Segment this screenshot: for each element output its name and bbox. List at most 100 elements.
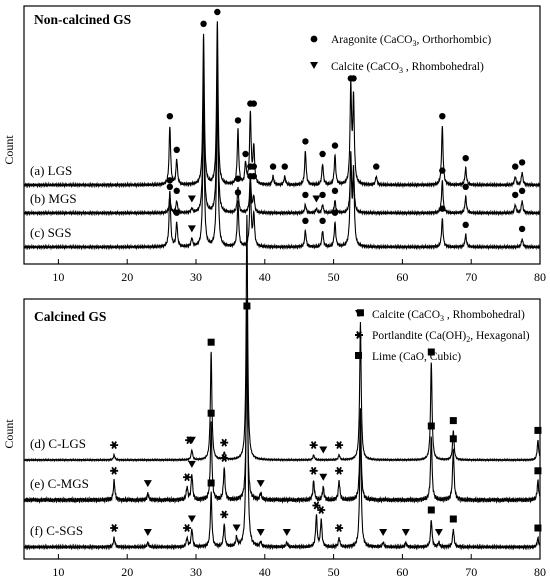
- x-axis-ticks: 10 20 30 40 50 60 70 80: [52, 554, 546, 579]
- phase-marker-square: [243, 302, 251, 310]
- phase-marker-star: [110, 524, 119, 532]
- legend-subscript: 2: [466, 335, 470, 344]
- phase-marker-square: [449, 515, 457, 523]
- phase-marker-triangle: [312, 195, 321, 203]
- legend-label: Aragonite (CaCO3, Orthorhombic): [331, 34, 491, 48]
- phase-marker-circle: [242, 150, 249, 158]
- phase-marker-triangle: [187, 460, 196, 468]
- phase-marker-circle: [234, 117, 242, 124]
- phase-marker-circle: [331, 209, 339, 216]
- phase-marker-square: [207, 409, 215, 417]
- phase-marker-circle: [166, 113, 174, 120]
- x-tick-label: 20: [121, 270, 133, 284]
- traces: [23, 21, 541, 251]
- x-tick-label: 40: [259, 270, 271, 284]
- panel-title: Calcined GS: [34, 309, 106, 324]
- x-tick-label: 60: [396, 565, 408, 579]
- x-tick-label: 80: [534, 270, 546, 284]
- legend-label: Calcite (CaCO3 , Rhombohedral): [331, 61, 484, 75]
- legend-subscript: 3: [399, 66, 403, 75]
- phase-marker-square: [534, 524, 542, 532]
- panel-calcined: Calcined GS Count Calcite (CaCO3 , Rhomb…: [2, 214, 546, 579]
- phase-markers: [110, 302, 542, 536]
- legend-text-tail: , Orthorhombic): [416, 34, 491, 46]
- phase-markers: [166, 8, 526, 233]
- legend-label: Calcite (CaCO3 , Rhombohedral): [372, 309, 525, 323]
- x-tick-label: 10: [52, 565, 64, 579]
- legend-text-tail: , Rhombohedral): [403, 61, 484, 73]
- phase-marker-triangle: [319, 473, 328, 481]
- phase-marker-triangle: [187, 225, 196, 233]
- phase-marker-circle: [439, 167, 446, 174]
- phase-marker-circle: [462, 183, 469, 190]
- phase-marker-circle: [512, 163, 519, 170]
- phase-marker-circle: [173, 187, 180, 195]
- x-tick-label: 70: [465, 565, 477, 579]
- phase-marker-circle: [373, 163, 380, 170]
- phase-marker-circle: [319, 150, 326, 158]
- x-tick-label: 20: [121, 565, 133, 579]
- phase-marker-circle: [269, 163, 277, 170]
- series-labels: (a) LGS (b) MGS (c) SGS: [30, 163, 77, 240]
- x-tick-label: 40: [259, 565, 271, 579]
- phase-marker-circle: [518, 159, 526, 166]
- phase-marker-triangle: [434, 529, 443, 536]
- phase-marker-circle: [250, 173, 257, 180]
- series-label: (d) C-LGS: [30, 436, 86, 451]
- series-trace: [23, 59, 541, 217]
- phase-marker-circle: [439, 205, 446, 212]
- y-axis-label: Count: [2, 135, 16, 165]
- x-tick-label: 60: [396, 270, 408, 284]
- phase-marker-circle: [234, 189, 242, 196]
- legend-subscript: 3: [412, 39, 416, 48]
- phase-marker-star: [335, 466, 344, 475]
- series-label: (f) C-SGS: [30, 523, 83, 538]
- phase-marker-circle: [512, 191, 519, 199]
- phase-marker-star: [183, 473, 192, 482]
- phase-marker-star: [220, 438, 229, 447]
- phase-marker-square: [534, 426, 542, 434]
- phase-marker-triangle: [256, 480, 265, 488]
- phase-marker-triangle: [282, 529, 291, 536]
- y-axis-label: Count: [2, 419, 16, 449]
- x-tick-label: 30: [190, 565, 202, 579]
- phase-marker-star: [317, 506, 326, 514]
- phase-marker-circle: [331, 142, 339, 149]
- star-glyph: [355, 331, 363, 339]
- series-trace: [23, 21, 541, 189]
- phase-marker-circle: [319, 217, 326, 224]
- phase-marker-square: [207, 479, 215, 487]
- phase-marker-square: [534, 467, 542, 475]
- legend-text-tail: , Rhombohedral): [444, 309, 525, 321]
- phase-marker-square: [207, 338, 215, 346]
- phase-marker-triangle: [256, 529, 265, 536]
- phase-marker-circle: [462, 221, 469, 229]
- phase-marker-square: [449, 435, 457, 443]
- phase-marker-square: [427, 422, 435, 430]
- phase-marker-triangle: [232, 524, 241, 532]
- phase-marker-circle: [166, 177, 174, 184]
- series-label: (b) MGS: [30, 191, 77, 206]
- phase-marker-square: [449, 417, 457, 425]
- phase-marker-triangle: [319, 446, 328, 454]
- phase-marker-circle: [173, 209, 180, 216]
- legend-label: Portlandite (Ca(OH)2, Hexagonal): [372, 330, 530, 344]
- legend-marker-star: [355, 331, 363, 339]
- phase-marker-star: [110, 441, 119, 450]
- phase-marker-triangle: [143, 480, 152, 488]
- phase-marker-circle: [250, 163, 257, 170]
- phase-marker-triangle: [401, 529, 410, 536]
- x-tick-label: 70: [465, 270, 477, 284]
- phase-marker-triangle: [187, 195, 196, 203]
- phase-marker-circle: [250, 100, 257, 107]
- panel-non-calcined: Non-calcined GS Count Aragonite (CaCO3, …: [2, 5, 546, 284]
- series-labels: (d) C-LGS (e) C-MGS (f) C-SGS: [30, 436, 89, 538]
- legend: Calcite (CaCO3 , Rhombohedral) Portlandi…: [355, 309, 530, 363]
- series-label: (a) LGS: [30, 163, 72, 178]
- phase-marker-square: [427, 506, 435, 514]
- phase-marker-star: [335, 441, 344, 450]
- phase-marker-circle: [200, 20, 207, 27]
- phase-marker-circle: [518, 225, 526, 233]
- phase-marker-circle: [302, 138, 309, 145]
